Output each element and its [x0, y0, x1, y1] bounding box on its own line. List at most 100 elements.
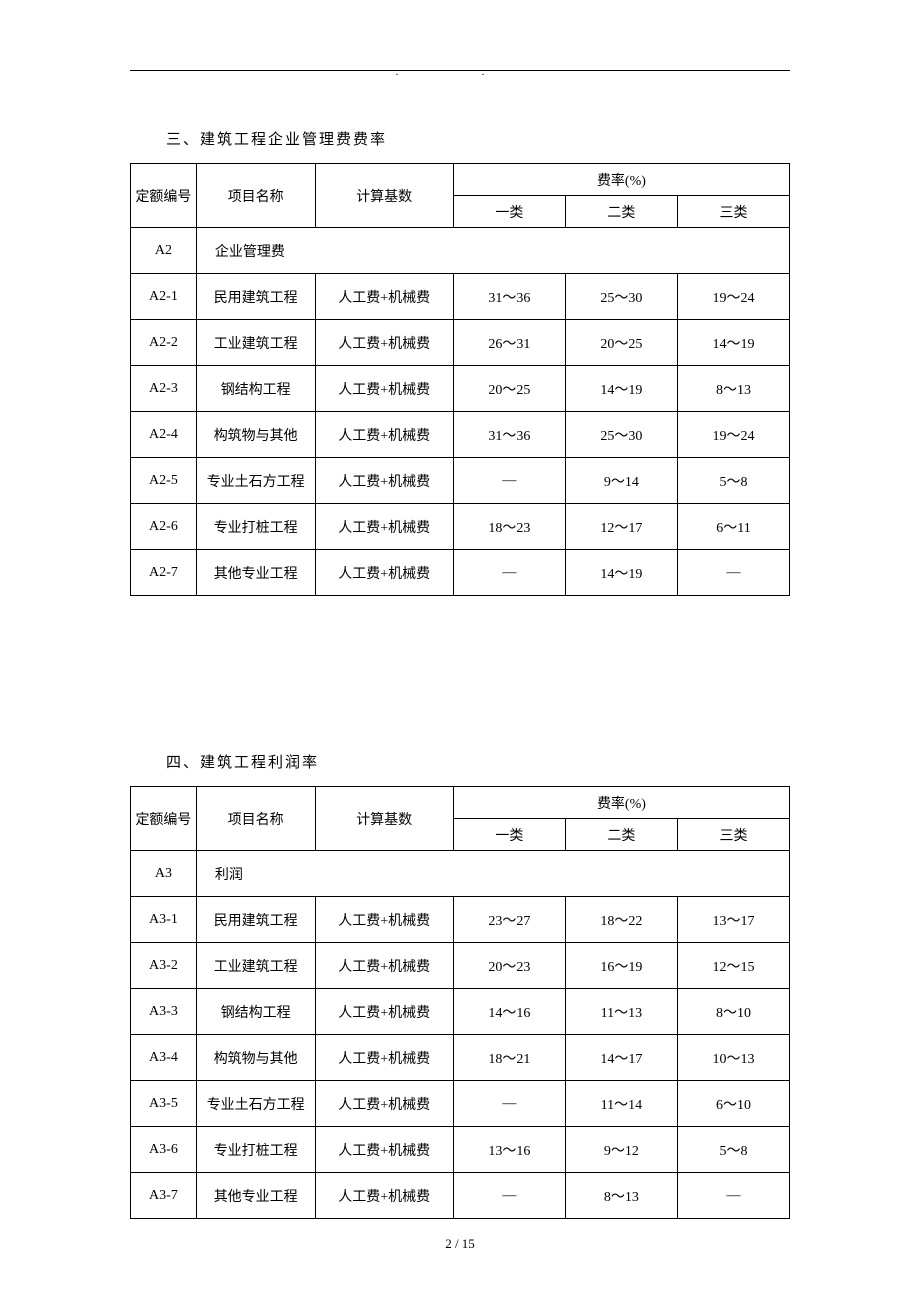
cell-name: 钢结构工程 — [196, 989, 315, 1035]
cell-base: 人工费+机械费 — [315, 458, 453, 504]
cell-name: 构筑物与其他 — [196, 412, 315, 458]
cell-base: 人工费+机械费 — [315, 897, 453, 943]
cell-r2: 8～13 — [565, 1173, 677, 1219]
cell-r2: 20～25 — [565, 320, 677, 366]
cell-name: 专业土石方工程 — [196, 1081, 315, 1127]
header-rate3: 三类 — [677, 819, 789, 851]
header-rate2: 二类 — [565, 196, 677, 228]
cell-name: 民用建筑工程 — [196, 274, 315, 320]
cell-code: A2-4 — [131, 412, 197, 458]
cell-name: 工业建筑工程 — [196, 320, 315, 366]
cell-name: 专业打桩工程 — [196, 504, 315, 550]
cell-code: A2-6 — [131, 504, 197, 550]
cell-base: 人工费+机械费 — [315, 989, 453, 1035]
cell-r3: — — [677, 1173, 789, 1219]
table-row: A3-3钢结构工程人工费+机械费14～1611～138～10 — [131, 989, 790, 1035]
header-dots: . . — [0, 64, 920, 79]
cell-r3: 19～24 — [677, 412, 789, 458]
header-rate1: 一类 — [453, 196, 565, 228]
section-row: A2 企业管理费 — [131, 228, 790, 274]
header-rate2: 二类 — [565, 819, 677, 851]
cell-r3: 14～19 — [677, 320, 789, 366]
cell-r1: — — [453, 458, 565, 504]
cell-r2: 14～17 — [565, 1035, 677, 1081]
cell-r1: — — [453, 1173, 565, 1219]
section-row: A3 利润 — [131, 851, 790, 897]
cell-base: 人工费+机械费 — [315, 366, 453, 412]
top-border — [130, 70, 790, 71]
table-row: A3-1民用建筑工程人工费+机械费23～2718～2213～17 — [131, 897, 790, 943]
cell-r1: 23～27 — [453, 897, 565, 943]
table-row: A2-1民用建筑工程人工费+机械费31～3625～3019～24 — [131, 274, 790, 320]
cell-r2: 11～13 — [565, 989, 677, 1035]
cell-r2: 18～22 — [565, 897, 677, 943]
cell-code: A3-2 — [131, 943, 197, 989]
section-code: A3 — [131, 851, 197, 897]
table-header-row: 定额编号 项目名称 计算基数 费率(%) — [131, 787, 790, 819]
cell-code: A3-7 — [131, 1173, 197, 1219]
cell-r1: 18～21 — [453, 1035, 565, 1081]
cell-base: 人工费+机械费 — [315, 504, 453, 550]
table-header-row: 定额编号 项目名称 计算基数 费率(%) — [131, 164, 790, 196]
cell-r3: 5～8 — [677, 1127, 789, 1173]
cell-code: A2-1 — [131, 274, 197, 320]
cell-code: A2-3 — [131, 366, 197, 412]
table-row: A3-6专业打桩工程人工费+机械费13～169～125～8 — [131, 1127, 790, 1173]
spacer — [130, 596, 790, 691]
cell-name: 其他专业工程 — [196, 550, 315, 596]
cell-r2: 16～19 — [565, 943, 677, 989]
cell-base: 人工费+机械费 — [315, 943, 453, 989]
table-row: A2-6专业打桩工程人工费+机械费18～2312～176～11 — [131, 504, 790, 550]
table-row: A2-5专业土石方工程人工费+机械费—9～145～8 — [131, 458, 790, 504]
cell-base: 人工费+机械费 — [315, 1081, 453, 1127]
cell-r3: 12～15 — [677, 943, 789, 989]
cell-name: 钢结构工程 — [196, 366, 315, 412]
cell-r1: — — [453, 1081, 565, 1127]
cell-r1: 14～16 — [453, 989, 565, 1035]
cell-base: 人工费+机械费 — [315, 1127, 453, 1173]
cell-base: 人工费+机械费 — [315, 320, 453, 366]
header-rate-group: 费率(%) — [453, 787, 789, 819]
cell-r1: 20～25 — [453, 366, 565, 412]
header-code: 定额编号 — [131, 787, 197, 851]
cell-r3: 6～10 — [677, 1081, 789, 1127]
table-row: A3-2工业建筑工程人工费+机械费20～2316～1912～15 — [131, 943, 790, 989]
cell-r3: 5～8 — [677, 458, 789, 504]
section-name: 利润 — [196, 851, 789, 897]
cell-base: 人工费+机械费 — [315, 550, 453, 596]
cell-code: A2-2 — [131, 320, 197, 366]
cell-r3: 6～11 — [677, 504, 789, 550]
cell-code: A3-3 — [131, 989, 197, 1035]
cell-r3: 13～17 — [677, 897, 789, 943]
section-name: 企业管理费 — [196, 228, 789, 274]
page-number: 2 / 15 — [0, 1236, 920, 1252]
cell-code: A3-5 — [131, 1081, 197, 1127]
header-rate-group: 费率(%) — [453, 164, 789, 196]
section-code: A2 — [131, 228, 197, 274]
cell-r2: 9～12 — [565, 1127, 677, 1173]
header-name: 项目名称 — [196, 787, 315, 851]
cell-name: 专业土石方工程 — [196, 458, 315, 504]
cell-r3: 8～10 — [677, 989, 789, 1035]
cell-r2: 12～17 — [565, 504, 677, 550]
table-row: A3-5专业土石方工程人工费+机械费—11～146～10 — [131, 1081, 790, 1127]
cell-r3: 10～13 — [677, 1035, 789, 1081]
cell-base: 人工费+机械费 — [315, 274, 453, 320]
cell-name: 其他专业工程 — [196, 1173, 315, 1219]
table-2: 定额编号 项目名称 计算基数 费率(%) 一类 二类 三类 A3 利润 A3-1… — [130, 786, 790, 1219]
header-base: 计算基数 — [315, 164, 453, 228]
table-row: A3-4构筑物与其他人工费+机械费18～2114～1710～13 — [131, 1035, 790, 1081]
table-row: A2-7其他专业工程人工费+机械费—14～19— — [131, 550, 790, 596]
cell-r1: 31～36 — [453, 412, 565, 458]
cell-code: A3-4 — [131, 1035, 197, 1081]
cell-r2: 11～14 — [565, 1081, 677, 1127]
cell-r1: 26～31 — [453, 320, 565, 366]
header-base: 计算基数 — [315, 787, 453, 851]
cell-r2: 14～19 — [565, 366, 677, 412]
header-rate1: 一类 — [453, 819, 565, 851]
header-name: 项目名称 — [196, 164, 315, 228]
header-code: 定额编号 — [131, 164, 197, 228]
cell-name: 民用建筑工程 — [196, 897, 315, 943]
cell-base: 人工费+机械费 — [315, 1173, 453, 1219]
cell-base: 人工费+机械费 — [315, 412, 453, 458]
